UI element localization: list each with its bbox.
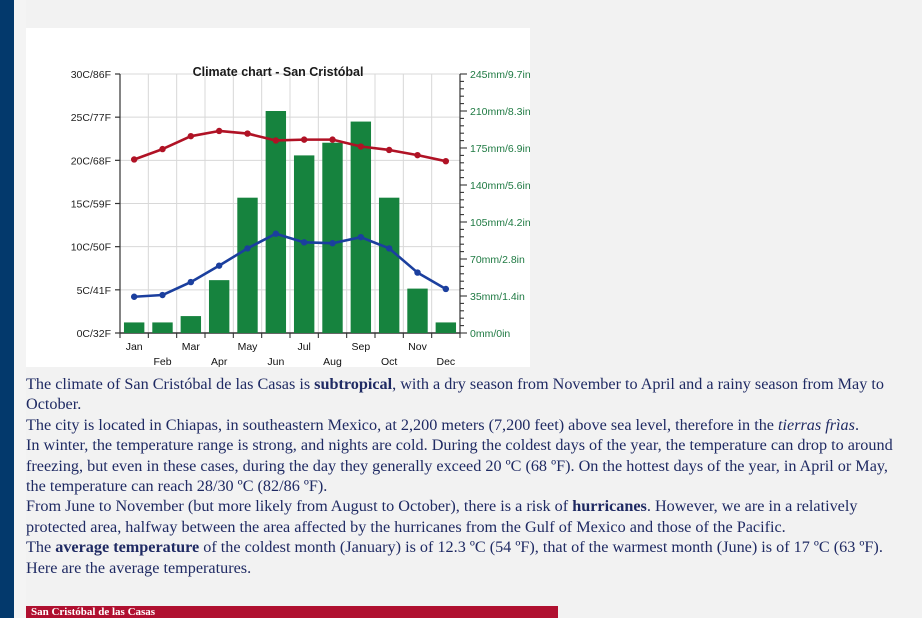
- precipitation-bar: [152, 322, 173, 333]
- temperature-table-header: San Cristóbal de las Casas: [26, 606, 558, 618]
- min-temp-marker: [329, 240, 336, 247]
- article-paragraph-3: In winter, the temperature range is stro…: [26, 436, 893, 496]
- min-temp-marker: [272, 230, 280, 237]
- month-tick-label: Jun: [267, 356, 284, 367]
- left-nav-rail: [0, 0, 14, 618]
- article-paragraph-4: From June to November (but more likely f…: [26, 496, 904, 537]
- precipitation-bar: [378, 197, 400, 333]
- precipitation-bar: [265, 111, 287, 333]
- precipitation-bar: [237, 197, 258, 333]
- right-tick-label: 245mm/9.7in: [470, 69, 530, 81]
- min-temp-marker: [130, 293, 138, 300]
- month-tick-label: Jan: [126, 341, 143, 353]
- min-temp-marker: [442, 285, 450, 293]
- min-temp-marker: [300, 239, 308, 246]
- left-tick-label: 20C/68F: [71, 155, 111, 167]
- p5-bold-average-temperature: average temperature: [55, 538, 200, 557]
- precipitation-bar: [322, 142, 343, 333]
- month-tick-label: Aug: [323, 356, 342, 367]
- min-temp-marker: [385, 245, 393, 252]
- right-tick-label: 105mm/4.2in: [470, 217, 530, 229]
- month-tick-label: Mar: [182, 341, 201, 353]
- max-temp-marker: [272, 137, 280, 144]
- min-temp-marker: [187, 278, 195, 286]
- min-temp-polyline: [132, 232, 448, 299]
- left-tick-label: 5C/41F: [77, 285, 111, 297]
- month-tick-label: Jul: [297, 341, 310, 353]
- page-gutter: [14, 0, 26, 618]
- max-temp-marker: [130, 156, 138, 163]
- min-temp-marker: [159, 291, 166, 299]
- p4-text-a: From June to November (but more likely f…: [26, 497, 573, 516]
- month-tick-label: Nov: [408, 341, 427, 353]
- p1-text-a: The climate of San Cristóbal de las Casa…: [26, 375, 315, 393]
- article-paragraph-2: The city is located in Chiapas, in south…: [26, 415, 904, 435]
- p5-text-c: of the coldest month (January) is of 12.…: [26, 538, 883, 577]
- left-tick-label: 30C/86F: [71, 69, 111, 81]
- right-tick-label: 0mm/0in: [470, 328, 510, 340]
- p2-italic-tierras-frias: tierras frìas: [778, 415, 855, 434]
- precipitation-bar: [123, 322, 145, 333]
- left-tick-label: 0C/32F: [77, 328, 111, 340]
- precipitation-bar: [407, 288, 428, 333]
- max-temp-marker: [329, 136, 336, 143]
- precipitation-bars: [123, 111, 457, 333]
- max-temp-marker: [187, 132, 195, 140]
- precipitation-bar: [350, 121, 372, 333]
- max-temp-polyline: [132, 129, 448, 163]
- month-tick-label: Sep: [351, 341, 370, 353]
- precipitation-bar: [208, 280, 230, 333]
- right-axis-tickmarks: [460, 73, 467, 334]
- month-tick-label: Oct: [381, 356, 397, 367]
- p4-text-c: . However, we are in a relatively protec…: [26, 497, 858, 536]
- min-temp-marker: [244, 245, 251, 252]
- left-tick-label: 15C/59F: [71, 199, 111, 211]
- right-tick-label: 140mm/5.6in: [470, 180, 530, 192]
- p4-bold-hurricanes: hurricanes: [572, 497, 647, 516]
- month-tick-label: Feb: [153, 356, 171, 367]
- right-axis-tick-labels: 0mm/0in 35mm/1.4in 70mm/2.8in 105mm/4.2in 14…: [470, 69, 530, 340]
- left-axis-tickmarks: [115, 73, 120, 334]
- left-axis-tick-labels: 0C/32F 5C/41F 10C/50F 15C/59F 20C/68F 25C/77F…: [71, 69, 111, 340]
- min-temp-marker: [215, 262, 223, 269]
- max-temp-marker: [385, 146, 393, 154]
- max-temp-marker: [357, 143, 365, 150]
- right-tick-label: 210mm/8.3in: [470, 106, 530, 118]
- climate-chart-card: 0C/32F 5C/41F 10C/50F 15C/59F 20C/68F 25C/77F…: [26, 28, 530, 367]
- min-temp-marker: [414, 269, 421, 276]
- min-temp-marker: [357, 233, 365, 241]
- max-temperature-line: [130, 127, 450, 165]
- x-axis-month-labels: Jan Feb Mar Apr May Jun Jul Aug Sep Oct Nov Dec: [119, 333, 461, 367]
- chart-gridlines: [120, 73, 460, 334]
- max-temp-marker: [159, 145, 166, 153]
- max-temp-marker: [244, 130, 251, 137]
- max-temp-marker: [414, 151, 421, 159]
- month-tick-label: May: [238, 341, 259, 353]
- article-paragraph-1: The climate of San Cristóbal de las Casa…: [26, 374, 904, 415]
- p1-bold-subtropical: subtropical: [314, 375, 393, 393]
- p2-text-c: .: [854, 415, 859, 434]
- month-tick-label: Dec: [436, 356, 455, 367]
- min-temperature-line: [130, 230, 450, 300]
- max-temp-marker: [215, 127, 223, 135]
- p2-text-a: The city is located in Chiapas, in south…: [26, 415, 779, 434]
- article-body: The climate of San Cristóbal de las Casa…: [26, 374, 904, 579]
- climate-chart: 0C/32F 5C/41F 10C/50F 15C/59F 20C/68F 25C/77F…: [71, 65, 530, 367]
- max-temp-marker: [300, 136, 308, 143]
- article-paragraph-5: The average temperature of the coldest m…: [26, 537, 904, 578]
- right-tick-label: 35mm/1.4in: [470, 291, 525, 303]
- chart-title: Climate chart - San Cristóbal: [193, 65, 364, 79]
- max-temp-marker: [442, 157, 450, 165]
- p5-text-a: The: [26, 538, 56, 557]
- right-tick-label: 175mm/6.9in: [470, 143, 530, 155]
- month-tick-label: Apr: [211, 356, 228, 367]
- temperature-table-header-label: San Cristóbal de las Casas: [31, 606, 156, 618]
- p1-text-c: , with a dry season from November to Apr…: [26, 375, 884, 414]
- left-tick-label: 25C/77F: [71, 112, 111, 124]
- right-tick-label: 70mm/2.8in: [470, 254, 525, 266]
- left-tick-label: 10C/50F: [71, 242, 111, 254]
- precipitation-bar: [435, 322, 457, 333]
- precipitation-bar: [180, 316, 202, 333]
